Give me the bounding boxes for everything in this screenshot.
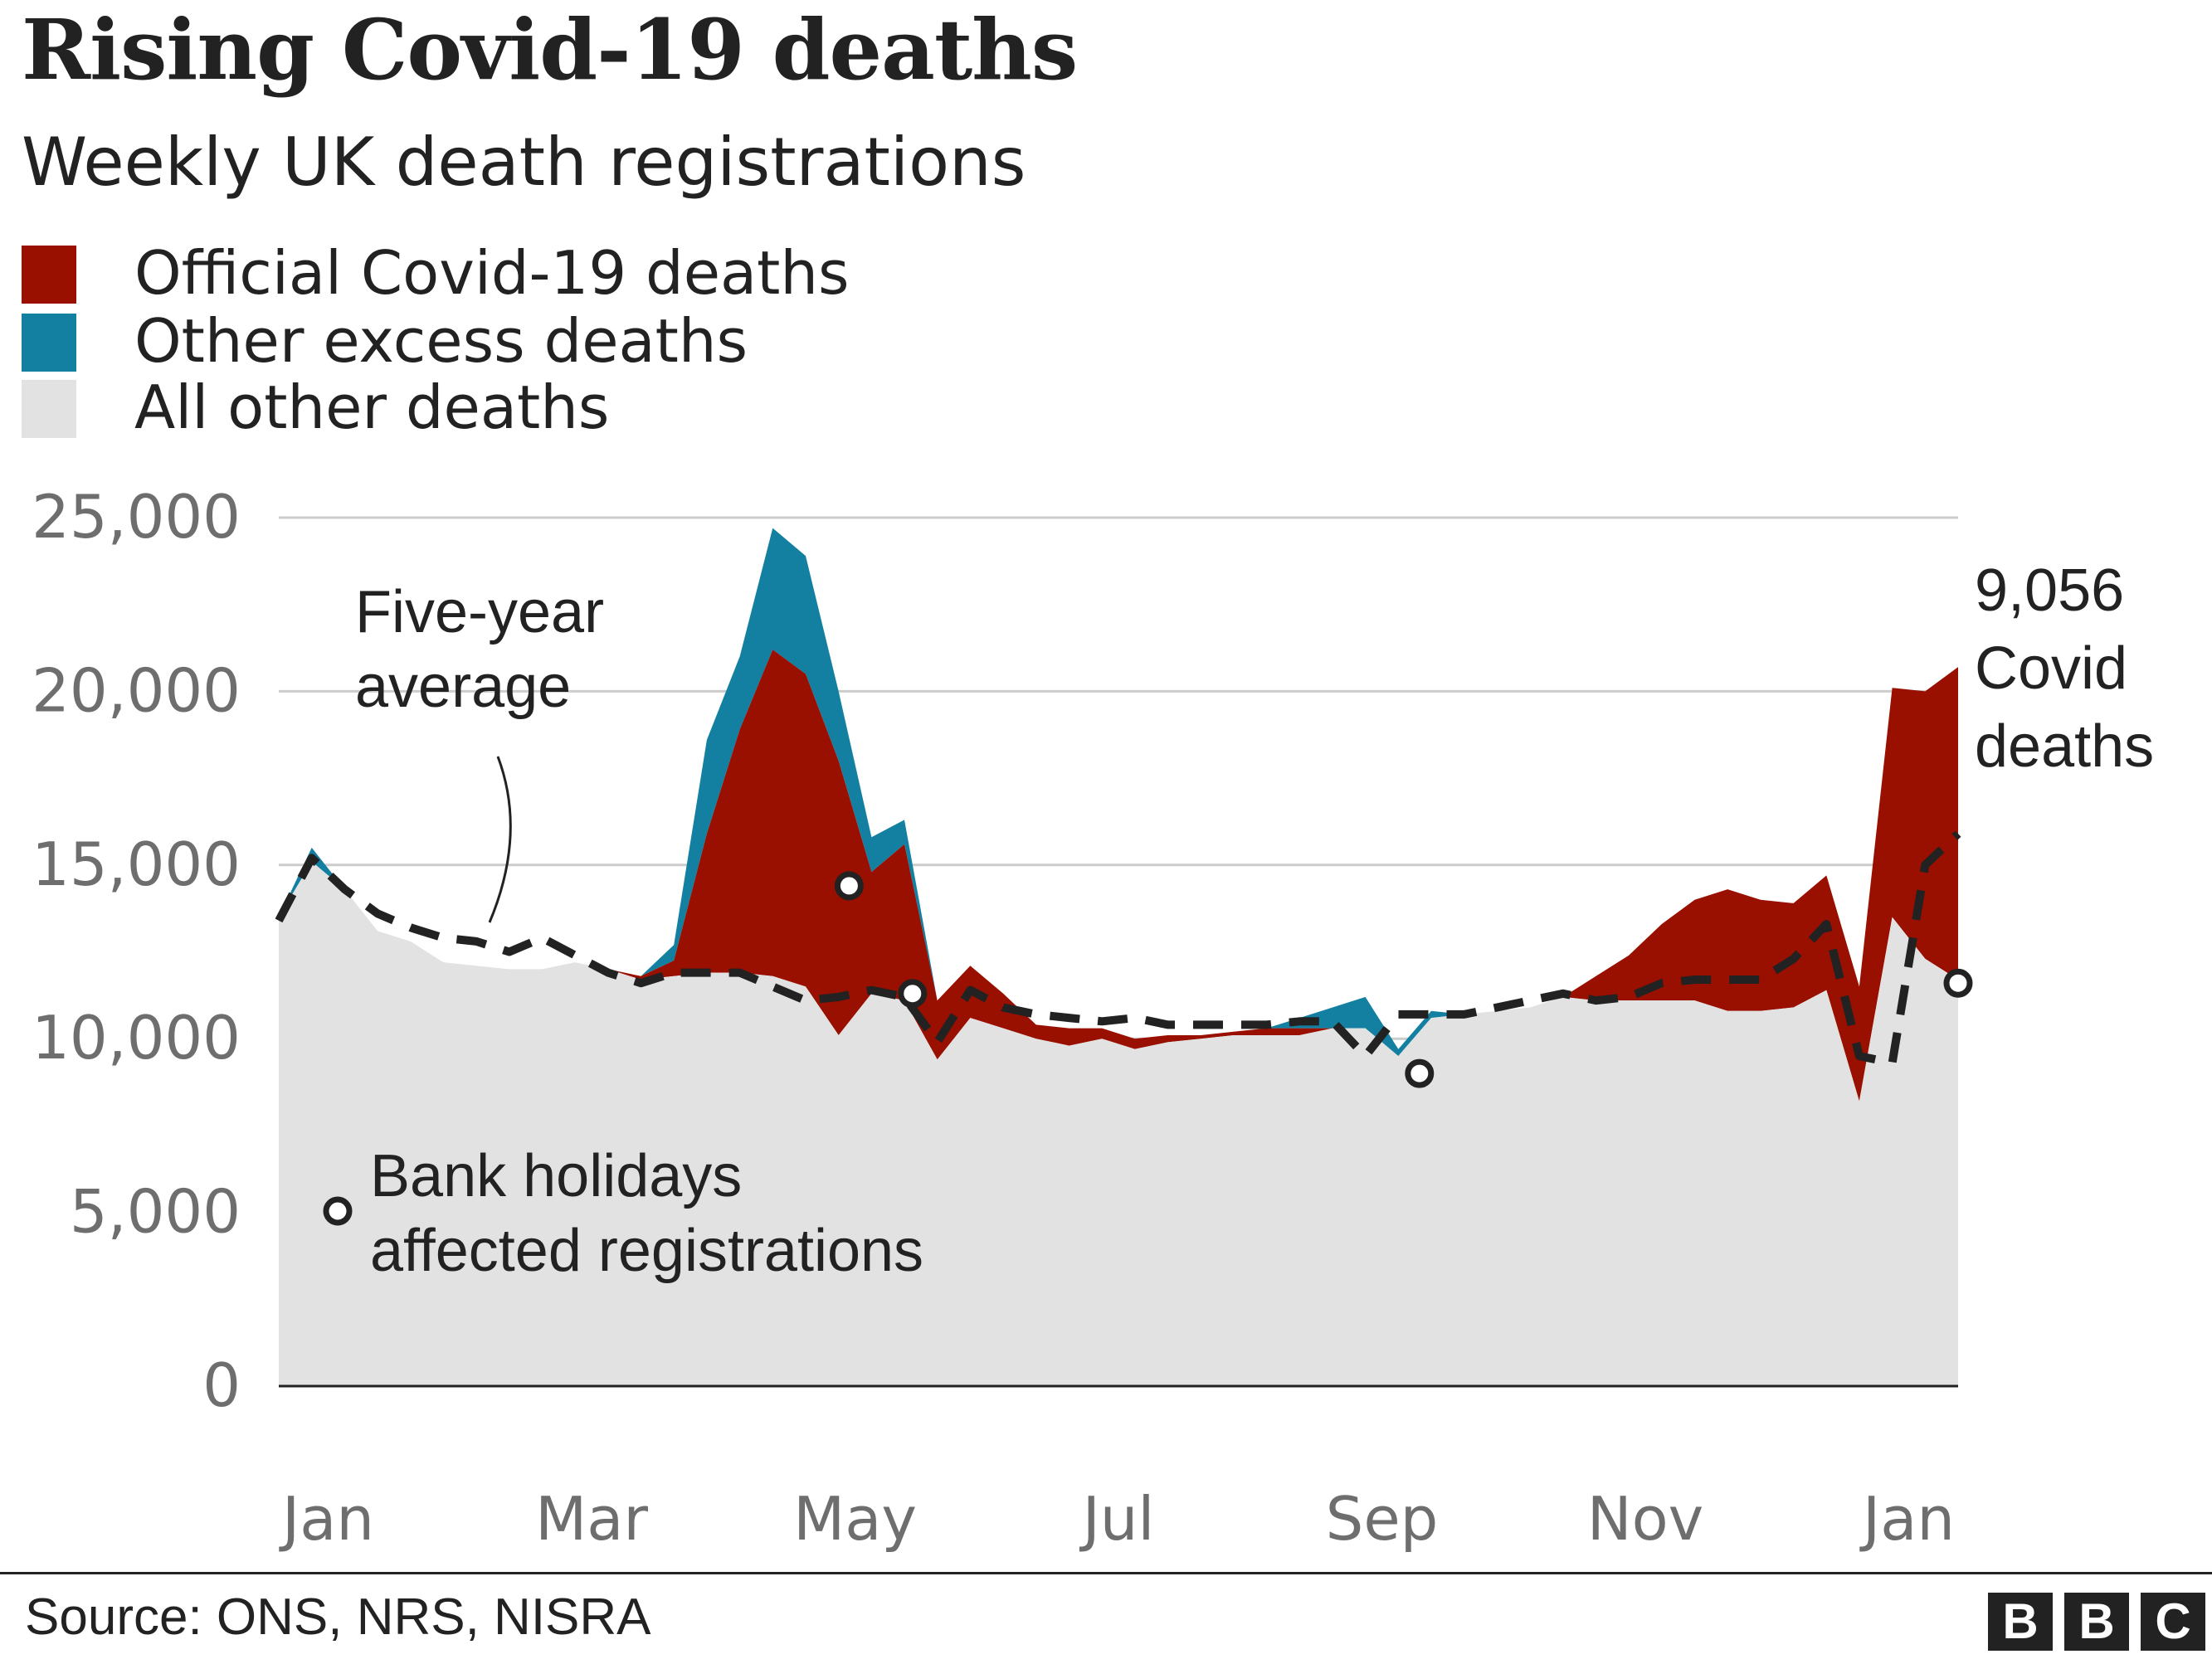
latest-covid-value: 9,056 <box>1975 557 2124 624</box>
latest-covid-label-line2: Covid <box>1975 635 2127 702</box>
y-tick-label: 10,000 <box>32 1003 241 1073</box>
legend-label-covid: Official Covid-19 deaths <box>134 238 850 308</box>
chart-title: Rising Covid-19 deaths <box>22 1 1078 99</box>
axes: 0 5,000 10,000 15,000 20,000 25,000 Jan Mar May J… <box>32 482 1958 1554</box>
x-tick-label: Jan <box>1859 1484 1955 1554</box>
legend-swatch-excess <box>22 314 76 372</box>
y-tick-label: 5,000 <box>70 1177 241 1247</box>
y-tick-label: 20,000 <box>32 655 241 725</box>
area-series <box>279 528 1958 1386</box>
five-year-average-line <box>275 830 1961 1068</box>
bbc-logo: B B C <box>1988 1593 2205 1651</box>
x-tick-label: Jan <box>279 1484 374 1554</box>
y-tick-label: 0 <box>202 1350 241 1420</box>
legend-label-other: All other deaths <box>134 372 610 442</box>
bank-holiday-label-line1: Bank holidays <box>370 1143 742 1209</box>
bank-holiday-marker <box>1943 968 1973 998</box>
x-tick-label: May <box>793 1484 917 1554</box>
chart-subtitle: Weekly UK death registrations <box>22 124 1026 201</box>
bank-holiday-legend-marker <box>323 1196 353 1226</box>
logo-letter: C <box>2141 1593 2205 1651</box>
x-tick-label: Mar <box>535 1484 648 1554</box>
footer-divider <box>0 1572 2212 1574</box>
bank-holiday-marker <box>898 979 928 1009</box>
bank-holiday-markers <box>834 871 1973 1088</box>
five-year-label-line1: Five-year <box>355 579 604 645</box>
x-tick-label: Sep <box>1326 1484 1439 1554</box>
legend-swatch-other <box>22 380 76 438</box>
legend-swatch-covid <box>22 246 76 304</box>
y-tick-label: 25,000 <box>32 482 241 552</box>
five-year-label-line2: average <box>355 654 571 720</box>
logo-letter: B <box>2064 1593 2129 1651</box>
bank-holiday-marker <box>834 871 864 901</box>
five-year-callout-line <box>488 756 512 923</box>
latest-covid-label-line3: deaths <box>1975 713 2154 780</box>
y-tick-label: 15,000 <box>32 830 241 899</box>
area-chart: 0 5,000 10,000 15,000 20,000 25,000 Jan Mar May J… <box>32 482 2154 1554</box>
bank-holiday-marker <box>1405 1058 1435 1088</box>
all-other-deaths-area <box>279 861 1958 1386</box>
x-tick-label: Nov <box>1587 1484 1704 1554</box>
bank-holiday-label-line2: affected registrations <box>370 1218 923 1284</box>
five-year-average-layer <box>275 830 1961 1068</box>
x-tick-label: Jul <box>1079 1484 1155 1554</box>
logo-letter: B <box>1988 1593 2053 1651</box>
annotations: Five-year average Bank holidays affected… <box>323 557 2154 1284</box>
source-note: Source: ONS, NRS, NISRA <box>25 1588 651 1646</box>
legend-label-excess: Other excess deaths <box>134 306 748 376</box>
